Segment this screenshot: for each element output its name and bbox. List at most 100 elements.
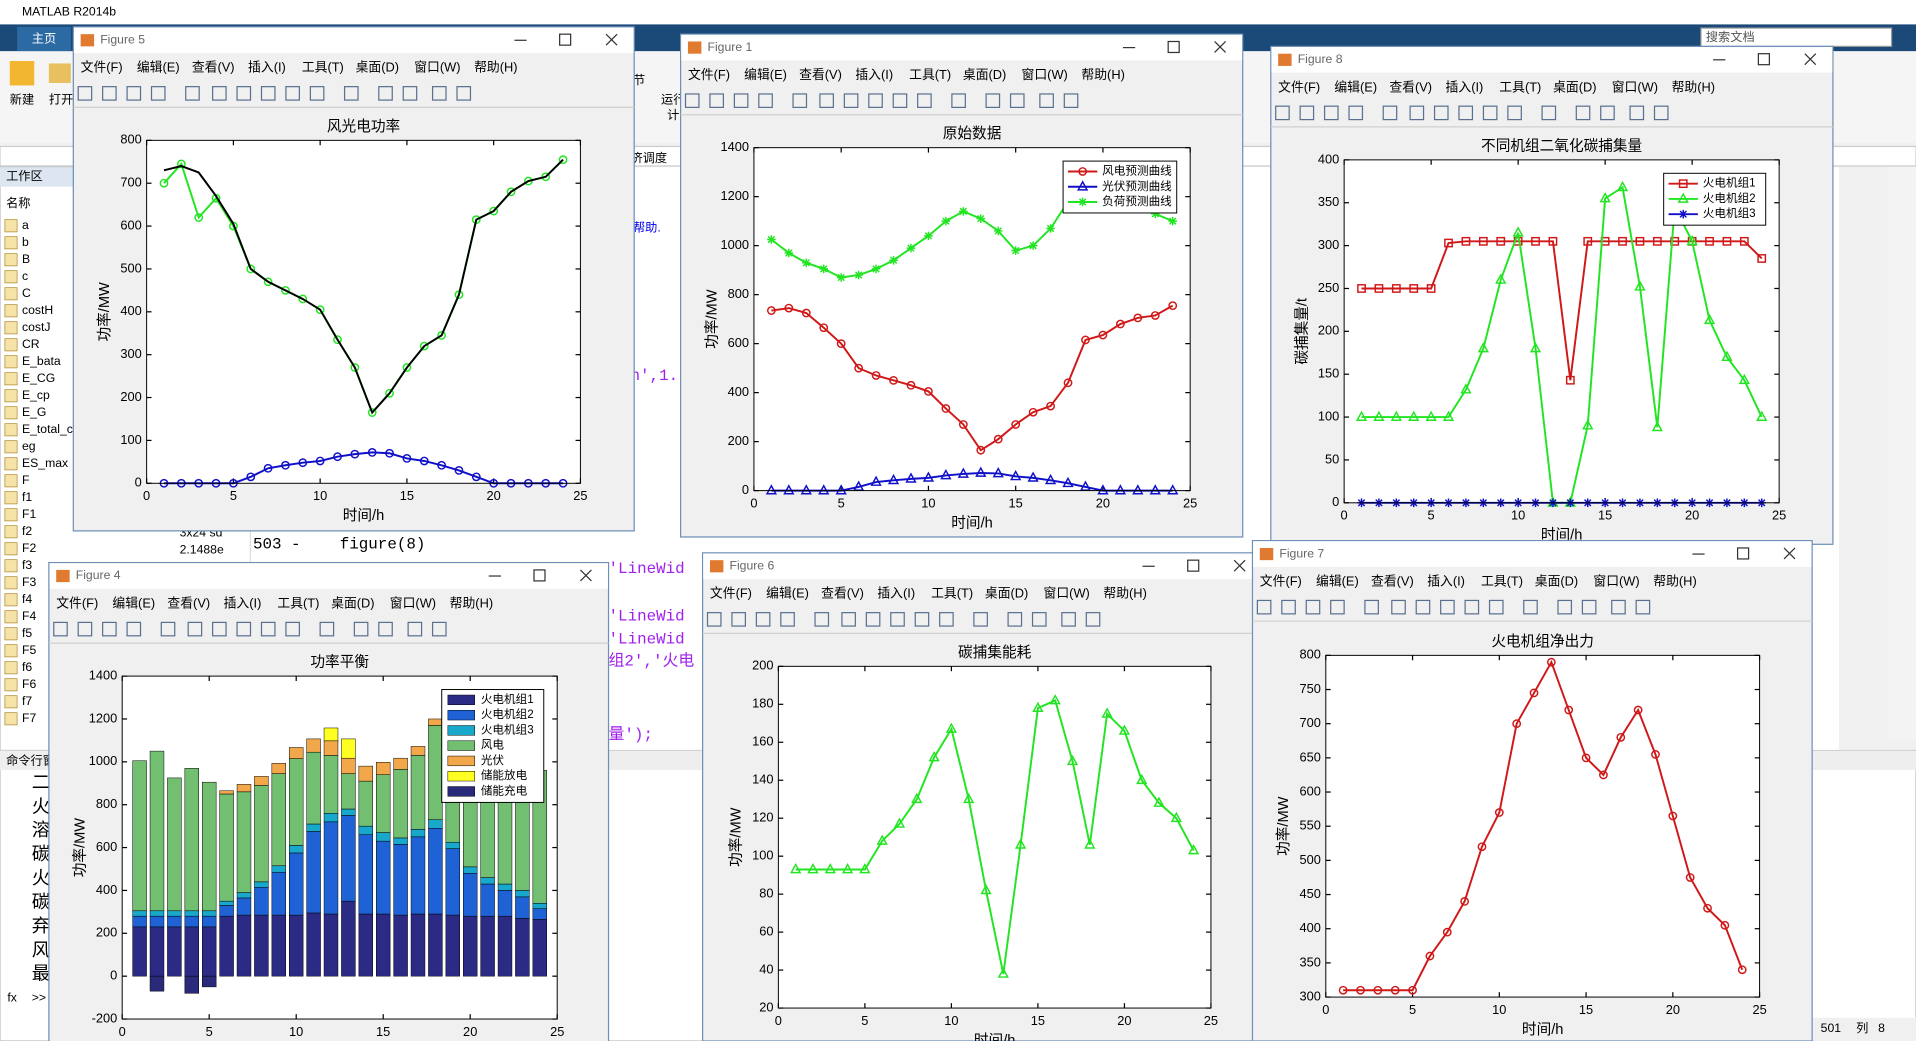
toolbar-button[interactable] bbox=[985, 93, 1001, 109]
toolbar-button[interactable] bbox=[1581, 599, 1597, 615]
variable-name[interactable]: F bbox=[22, 473, 29, 487]
toolbar-button[interactable] bbox=[236, 86, 252, 101]
open-button[interactable]: 打开 bbox=[49, 92, 73, 106]
menu-item[interactable]: 查看(V) bbox=[1389, 79, 1432, 94]
toolbar-button[interactable] bbox=[1256, 599, 1272, 615]
toolbar-button[interactable] bbox=[1464, 599, 1480, 615]
toolbar-button[interactable] bbox=[285, 86, 300, 101]
menu-item[interactable]: 帮助(H) bbox=[1103, 586, 1146, 601]
toolbar-button[interactable] bbox=[1575, 105, 1591, 121]
toolbar-button[interactable] bbox=[102, 621, 117, 637]
toolbar-button[interactable] bbox=[706, 612, 722, 627]
menu-item[interactable]: 桌面(D) bbox=[356, 60, 399, 75]
toolbar-button[interactable] bbox=[914, 612, 930, 627]
toolbar-button[interactable] bbox=[843, 93, 859, 109]
variable-name[interactable]: f3 bbox=[22, 558, 32, 572]
toolbar-button[interactable] bbox=[841, 612, 856, 627]
toolbar-button[interactable] bbox=[1557, 599, 1573, 615]
toolbar-button[interactable] bbox=[343, 86, 359, 101]
toolbar-button[interactable] bbox=[431, 621, 447, 637]
toolbar-button[interactable] bbox=[684, 93, 700, 109]
menu-item[interactable]: 编辑(E) bbox=[137, 60, 180, 75]
toolbar-button[interactable] bbox=[1085, 612, 1101, 627]
toolbar-button[interactable] bbox=[917, 93, 932, 109]
toolbar-button[interactable] bbox=[1007, 612, 1023, 627]
menu-item[interactable]: 帮助(H) bbox=[1081, 67, 1124, 82]
toolbar-button[interactable] bbox=[780, 612, 795, 627]
toolbar-button[interactable] bbox=[402, 86, 418, 101]
close-button[interactable] bbox=[605, 33, 618, 46]
maximize-button[interactable] bbox=[559, 33, 572, 46]
variable-name[interactable]: b bbox=[22, 235, 29, 249]
variable-name[interactable]: f6 bbox=[22, 660, 32, 674]
menu-item[interactable]: 帮助(H) bbox=[1672, 79, 1715, 94]
variable-name[interactable]: f1 bbox=[22, 490, 32, 504]
variable-name[interactable]: eg bbox=[22, 439, 36, 453]
toolbar-button[interactable] bbox=[1440, 599, 1455, 615]
toolbar-button[interactable] bbox=[407, 621, 423, 637]
variable-name[interactable]: F4 bbox=[22, 609, 36, 623]
menu-item[interactable]: 帮助(H) bbox=[1653, 574, 1696, 589]
toolbar-button[interactable] bbox=[1391, 599, 1406, 615]
toolbar-button[interactable] bbox=[1039, 93, 1054, 109]
toolbar-button[interactable] bbox=[1382, 105, 1398, 121]
toolbar-button[interactable] bbox=[819, 93, 834, 109]
toolbar-button[interactable] bbox=[236, 621, 252, 637]
toolbar-button[interactable] bbox=[890, 612, 905, 627]
variable-name[interactable]: c bbox=[22, 269, 28, 283]
maximize-button[interactable] bbox=[1757, 53, 1770, 66]
variable-name[interactable]: C bbox=[22, 286, 31, 300]
toolbar-button[interactable] bbox=[1009, 93, 1025, 109]
menu-item[interactable]: 插入(I) bbox=[1446, 79, 1484, 94]
menu-item[interactable]: 编辑(E) bbox=[744, 67, 787, 82]
menu-item[interactable]: 窗口(W) bbox=[1593, 574, 1639, 589]
toolbar-button[interactable] bbox=[260, 86, 276, 101]
variable-name[interactable]: F2 bbox=[22, 541, 36, 555]
toolbar-button[interactable] bbox=[1635, 599, 1651, 615]
toolbar-button[interactable] bbox=[1488, 599, 1504, 615]
toolbar-button[interactable] bbox=[126, 86, 142, 101]
menu-item[interactable]: 工具(T) bbox=[909, 67, 951, 82]
toolbar-button[interactable] bbox=[1415, 599, 1431, 615]
menu-item[interactable]: 工具(T) bbox=[1499, 79, 1541, 94]
toolbar-button[interactable] bbox=[1348, 105, 1364, 121]
toolbar-button[interactable] bbox=[1507, 105, 1522, 121]
toolbar-button[interactable] bbox=[1611, 599, 1626, 615]
toolbar-button[interactable] bbox=[309, 86, 325, 101]
toolbar-button[interactable] bbox=[1031, 612, 1047, 627]
menu-item[interactable]: 窗口(W) bbox=[1612, 79, 1658, 94]
menu-item[interactable]: 插入(I) bbox=[877, 586, 915, 601]
menu-item[interactable]: 桌面(D) bbox=[985, 586, 1028, 601]
toolbar-button[interactable] bbox=[1275, 105, 1290, 121]
variable-name[interactable]: f7 bbox=[22, 694, 32, 708]
toolbar-button[interactable] bbox=[1523, 599, 1538, 615]
toolbar-button[interactable] bbox=[456, 86, 472, 101]
toolbar-button[interactable] bbox=[731, 612, 746, 627]
toolbar-button[interactable] bbox=[102, 86, 117, 101]
menu-item[interactable]: 桌面(D) bbox=[1535, 574, 1578, 589]
toolbar-button[interactable] bbox=[431, 86, 447, 101]
toolbar-button[interactable] bbox=[77, 86, 93, 101]
menu-item[interactable]: 帮助(H) bbox=[450, 595, 493, 610]
home-tab[interactable] bbox=[17, 26, 71, 52]
toolbar-button[interactable] bbox=[1299, 105, 1315, 121]
home-tab-label[interactable]: 主页 bbox=[32, 31, 56, 45]
toolbar-button[interactable] bbox=[868, 93, 883, 109]
variable-name[interactable]: F5 bbox=[22, 643, 36, 657]
variable-name[interactable]: F7 bbox=[22, 711, 36, 725]
toolbar-button[interactable] bbox=[1600, 105, 1615, 121]
menu-item[interactable]: 编辑(E) bbox=[112, 595, 155, 610]
close-button[interactable] bbox=[1233, 559, 1246, 572]
menu-item[interactable]: 插入(I) bbox=[1427, 574, 1465, 589]
variable-name[interactable]: costH bbox=[22, 303, 53, 317]
maximize-button[interactable] bbox=[1187, 559, 1200, 572]
open-icon[interactable] bbox=[48, 63, 71, 83]
menu-item[interactable]: 桌面(D) bbox=[1553, 79, 1596, 94]
menu-item[interactable]: 工具(T) bbox=[1481, 574, 1523, 589]
toolbar-button[interactable] bbox=[709, 93, 724, 109]
toolbar-button[interactable] bbox=[1281, 599, 1296, 615]
toolbar-button[interactable] bbox=[1409, 105, 1425, 121]
variable-name[interactable]: f4 bbox=[22, 592, 32, 606]
close-button[interactable] bbox=[579, 569, 592, 582]
toolbar-button[interactable] bbox=[212, 621, 227, 637]
